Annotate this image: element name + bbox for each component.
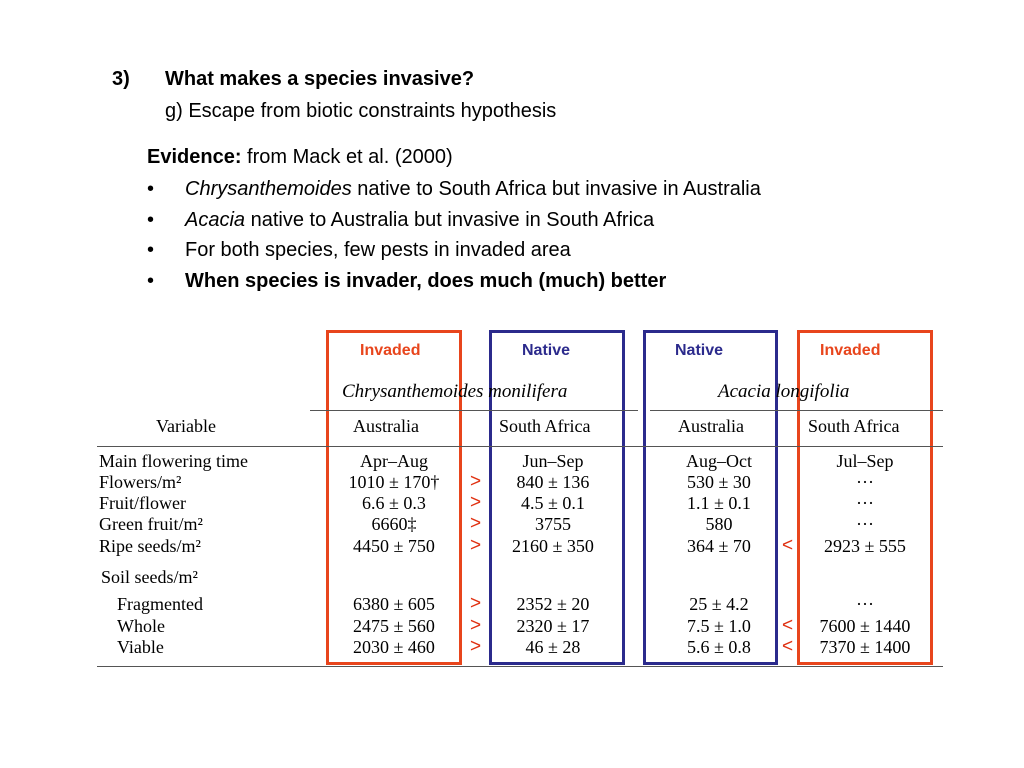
species-name-acacia: Acacia longifolia — [718, 381, 850, 402]
bottom-rule — [97, 666, 943, 667]
table-cell: 2923 ± 555 — [824, 536, 906, 556]
invaded-box-acacia — [797, 330, 933, 665]
header-rule — [97, 446, 943, 447]
table-cell: 840 ± 136 — [516, 472, 590, 492]
soil-seeds-label: Soil seeds/m² — [101, 567, 198, 587]
row-label: Fragmented — [117, 594, 203, 614]
table-cell: 7600 ± 1440 — [819, 616, 911, 636]
table-cell: 4450 ± 750 — [353, 536, 435, 556]
native-label: Native — [522, 342, 571, 359]
table-cell: 364 ± 70 — [687, 536, 751, 556]
table-cell: Jun–Sep — [522, 451, 584, 471]
table-cell: Aug–Oct — [686, 451, 752, 471]
table-cell: 2030 ± 460 — [353, 637, 435, 657]
species-name-chrysanthemoides: Chrysanthemoides monilifera — [342, 381, 568, 402]
table-cell: 1.1 ± 0.1 — [687, 493, 751, 513]
evidence-line: Evidence: from Mack et al. (2000) — [147, 146, 453, 169]
bullet-italic: Chrysanthemoides — [185, 178, 352, 200]
slide-subheading: g) Escape from biotic constraints hypoth… — [165, 100, 557, 122]
col-header-australia: Australia — [353, 416, 419, 436]
comparison-marker: < — [782, 636, 794, 657]
comparison-marker: > — [470, 492, 482, 513]
comparison-marker: > — [470, 471, 482, 492]
comparison-marker: > — [470, 513, 482, 534]
bullet-marker: • — [147, 270, 155, 292]
table-cell: 580 — [705, 514, 733, 534]
native-label: Native — [675, 342, 724, 359]
table-cell: ··· — [856, 472, 874, 492]
native-box-acacia — [643, 330, 778, 665]
native-box-chrysanthemoides — [489, 330, 625, 665]
bullet-item: For both species, few pests in invaded a… — [185, 239, 571, 261]
bullet-item-emphasis: When species is invader, does much (much… — [185, 270, 667, 292]
comparison-marker: < — [782, 535, 794, 556]
row-label: Whole — [117, 616, 165, 636]
bullet-text: native to South Africa but invasive in A… — [351, 178, 761, 200]
bullet-italic: Acacia — [185, 209, 246, 231]
table-cell: 7.5 ± 1.0 — [687, 616, 751, 636]
row-label: Ripe seeds/m² — [99, 536, 201, 556]
table-cell: 1010 ± 170† — [348, 472, 440, 492]
bullet-item: Acacia native to Australia but invasive … — [185, 209, 654, 232]
table-cell: 3755 — [535, 514, 571, 534]
table-cell: 2160 ± 350 — [512, 536, 594, 556]
table-cell: Apr–Aug — [360, 451, 428, 471]
species-underline — [310, 410, 638, 411]
row-label: Viable — [117, 637, 164, 657]
table-cell: ··· — [856, 594, 874, 614]
table-cell: 4.5 ± 0.1 — [521, 493, 585, 513]
table-cell: 2320 ± 17 — [516, 616, 590, 636]
row-label: Flowers/m² — [99, 472, 182, 492]
table-cell: 46 ± 28 — [525, 637, 581, 657]
table-cell: 7370 ± 1400 — [819, 637, 911, 657]
table-cell: 5.6 ± 0.8 — [687, 637, 751, 657]
table-cell: ··· — [856, 493, 874, 513]
table-cell: 530 ± 30 — [687, 472, 751, 492]
comparison-marker: < — [782, 615, 794, 636]
heading-number: 3) — [112, 68, 130, 90]
bullet-marker: • — [147, 209, 155, 231]
col-header-south-africa: South Africa — [499, 416, 591, 436]
row-label: Green fruit/m² — [99, 514, 203, 534]
comparison-marker: > — [470, 636, 482, 657]
bullet-text: native to Australia but invasive in Sout… — [245, 209, 655, 231]
row-label: Main flowering time — [99, 451, 248, 471]
evidence-label: Evidence: — [147, 146, 242, 168]
comparison-marker: > — [470, 615, 482, 636]
table-cell: 6.6 ± 0.3 — [362, 493, 426, 513]
invaded-label: Invaded — [360, 342, 421, 359]
col-header-australia: Australia — [678, 416, 744, 436]
bullet-marker: • — [147, 178, 155, 200]
invaded-label: Invaded — [820, 342, 881, 359]
comparison-marker: > — [470, 593, 482, 614]
table-cell: 6660‡ — [371, 514, 417, 534]
evidence-source: from Mack et al. (2000) — [241, 146, 453, 168]
variable-header: Variable — [156, 416, 216, 436]
table-cell: 2352 ± 20 — [516, 594, 590, 614]
row-label: Fruit/flower — [99, 493, 186, 513]
col-header-south-africa: South Africa — [808, 416, 900, 436]
invaded-box-chrysanthemoides — [326, 330, 462, 665]
table-cell: 2475 ± 560 — [353, 616, 435, 636]
slide-heading: What makes a species invasive? — [165, 68, 475, 90]
table-cell: 25 ± 4.2 — [689, 594, 749, 614]
comparison-marker: > — [470, 535, 482, 556]
table-cell: Jul–Sep — [836, 451, 894, 471]
bullet-item: Chrysanthemoides native to South Africa … — [185, 178, 761, 201]
species-underline — [650, 410, 943, 411]
table-cell: ··· — [856, 514, 874, 534]
bullet-marker: • — [147, 239, 155, 261]
table-cell: 6380 ± 605 — [353, 594, 435, 614]
